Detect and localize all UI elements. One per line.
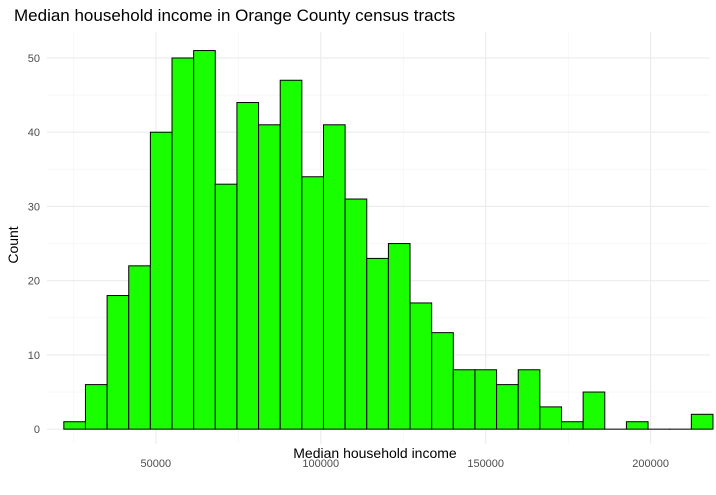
x-axis: 50000 100000 150000 200000 — [141, 458, 669, 470]
y-axis: 0 10 20 30 40 50 — [28, 53, 40, 436]
histogram-bar — [236, 102, 260, 430]
histogram-bar — [214, 183, 238, 430]
y-tick-label: 20 — [28, 276, 40, 288]
histogram-bar — [690, 413, 714, 430]
y-tick-label: 0 — [34, 424, 40, 436]
y-tick-label: 40 — [28, 127, 40, 139]
histogram-bar — [496, 384, 519, 430]
x-tick-label: 150000 — [467, 458, 504, 470]
histogram-bar — [539, 406, 563, 430]
histogram-bar — [582, 391, 606, 430]
histogram-bar — [561, 421, 584, 430]
histogram-bar — [128, 265, 151, 430]
histogram-bar — [452, 369, 476, 430]
histogram-bar — [258, 124, 281, 430]
histogram-bar — [366, 257, 389, 430]
histogram-bar — [301, 176, 324, 430]
y-tick-label: 30 — [28, 201, 40, 213]
histogram-bar — [625, 421, 649, 430]
y-axis-title: Count — [5, 226, 21, 263]
chart-title: Median household income in Orange County… — [14, 6, 455, 25]
y-tick-label: 50 — [28, 53, 40, 65]
histogram-bar — [63, 421, 86, 430]
histogram-bar — [84, 384, 108, 430]
histogram-bar — [474, 369, 498, 430]
histogram-bar — [322, 124, 346, 430]
histogram-bar — [193, 50, 216, 430]
x-tick-label: 100000 — [302, 458, 339, 470]
histogram-bar — [387, 243, 411, 430]
x-axis-title: Median household income — [293, 445, 457, 461]
bars — [63, 50, 714, 430]
histogram-bar — [409, 302, 433, 430]
histogram-bar — [149, 131, 173, 430]
histogram-bar — [279, 79, 303, 430]
histogram-bar — [431, 332, 454, 430]
x-tick-label: 50000 — [141, 458, 172, 470]
histogram-bar — [171, 57, 195, 430]
histogram-bar — [106, 295, 130, 430]
y-tick-label: 10 — [28, 350, 40, 362]
histogram-bar — [344, 198, 368, 430]
x-tick-label: 200000 — [632, 458, 669, 470]
histogram-bar — [517, 369, 541, 430]
